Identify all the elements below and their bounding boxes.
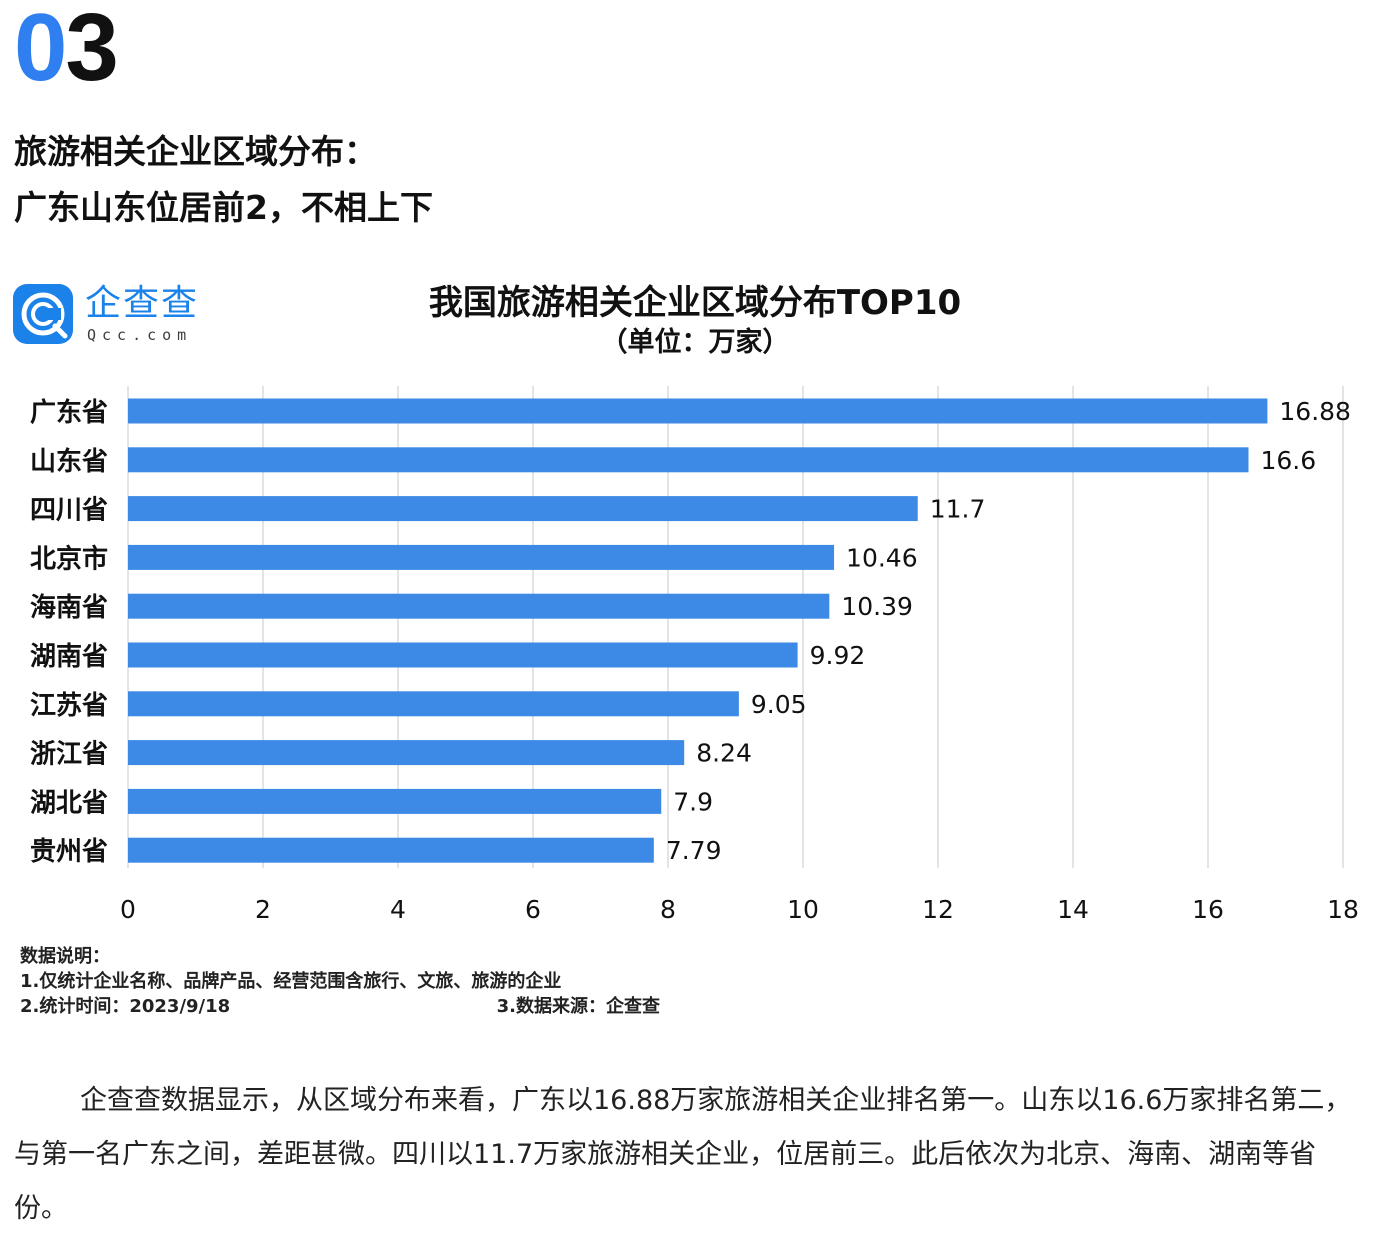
x-tick-label: 12 <box>922 895 954 924</box>
y-category-label: 海南省 <box>30 593 108 623</box>
x-tick-label: 16 <box>1192 895 1224 924</box>
bar <box>128 740 685 766</box>
logo-text-en: Qcc.com <box>87 326 193 344</box>
y-category-label: 江苏省 <box>30 691 108 721</box>
bar <box>128 398 1268 424</box>
chart-title: 我国旅游相关企业区域分布TOP10 <box>428 283 962 323</box>
logo-text-cn: 企查查 <box>85 283 200 324</box>
x-tick-label: 4 <box>390 895 406 924</box>
bar-value-label: 10.39 <box>841 592 913 621</box>
x-tick-label: 10 <box>787 895 819 924</box>
data-notes: 数据说明： 1.仅统计企业名称、品牌产品、经营范围含旅行、文旅、旅游的企业 2.… <box>20 944 660 1019</box>
notes-source: 3.数据来源：企查查 <box>496 996 660 1017</box>
qcc-logo: 企查查 Qcc.com <box>13 284 213 348</box>
section-number-digit-1: 0 <box>14 0 67 101</box>
bar-value-label: 11.7 <box>930 495 986 524</box>
bar-value-label: 9.05 <box>751 690 807 719</box>
y-category-label: 广东省 <box>30 397 108 428</box>
bar-value-label: 16.6 <box>1261 446 1317 475</box>
bar-value-label: 9.92 <box>810 641 866 670</box>
body-paragraph: 企查查数据显示，从区域分布来看，广东以16.88万家旅游相关企业排名第一。山东以… <box>14 1085 1352 1224</box>
heading-line-1: 旅游相关企业区域分布： <box>14 132 377 171</box>
bar <box>128 837 654 863</box>
qcc-logo-icon <box>13 284 73 344</box>
bar-value-label: 16.88 <box>1279 397 1351 426</box>
bar-value-label: 10.46 <box>846 543 918 572</box>
bar-value-label: 7.79 <box>666 836 722 865</box>
x-tick-label: 6 <box>525 895 541 924</box>
x-tick-label: 14 <box>1057 895 1089 924</box>
notes-line-2-row: 2.统计时间：2023/9/18 3.数据来源：企查查 <box>20 994 660 1019</box>
bar <box>128 544 835 570</box>
bar <box>128 593 830 619</box>
bar-value-label: 8.24 <box>696 739 752 768</box>
bar-chart: 0 2 4 6 8 10 12 14 16 18 广东省 16.88 山东省 16.6 四川省 11.7 北京市… <box>30 386 1359 924</box>
y-category-label: 湖北省 <box>30 788 108 818</box>
bar <box>128 496 918 522</box>
section-number: 03 <box>14 0 119 96</box>
heading-line-2: 广东山东位居前2，不相上下 <box>14 188 433 227</box>
x-tick-label: 2 <box>255 895 271 924</box>
section-number-digit-2: 3 <box>65 0 118 101</box>
x-tick-label: 8 <box>660 895 676 924</box>
bar <box>128 642 798 668</box>
y-category-label: 四川省 <box>30 496 108 526</box>
x-tick-label: 0 <box>120 895 136 924</box>
notes-line-1: 1.仅统计企业名称、品牌产品、经营范围含旅行、文旅、旅游的企业 <box>20 971 562 992</box>
bar <box>128 788 662 814</box>
y-category-label: 浙江省 <box>30 740 108 770</box>
notes-title: 数据说明： <box>20 946 110 967</box>
x-tick-label: 18 <box>1327 895 1359 924</box>
y-category-label: 湖南省 <box>30 642 108 672</box>
y-category-label: 贵州省 <box>30 837 108 867</box>
y-category-label: 北京市 <box>30 543 108 574</box>
bar-value-label: 7.9 <box>673 787 713 816</box>
bar <box>128 447 1249 473</box>
bar <box>128 691 739 717</box>
y-category-label: 山东省 <box>30 446 108 477</box>
notes-line-2: 2.统计时间：2023/9/18 <box>20 996 231 1017</box>
chart-subtitle: （单位：万家） <box>600 327 790 358</box>
